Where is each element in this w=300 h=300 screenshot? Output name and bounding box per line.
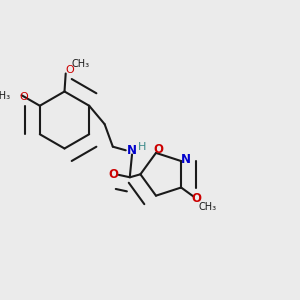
Text: CH₃: CH₃ <box>71 59 89 69</box>
Text: O: O <box>20 92 28 102</box>
Text: H: H <box>138 142 146 152</box>
Text: O: O <box>108 168 118 182</box>
Text: CH₃: CH₃ <box>199 202 217 212</box>
Text: O: O <box>65 65 74 75</box>
Text: N: N <box>181 153 191 166</box>
Text: N: N <box>127 144 137 157</box>
Text: CH₃: CH₃ <box>0 91 11 100</box>
Text: O: O <box>153 143 164 156</box>
Text: O: O <box>191 192 201 205</box>
